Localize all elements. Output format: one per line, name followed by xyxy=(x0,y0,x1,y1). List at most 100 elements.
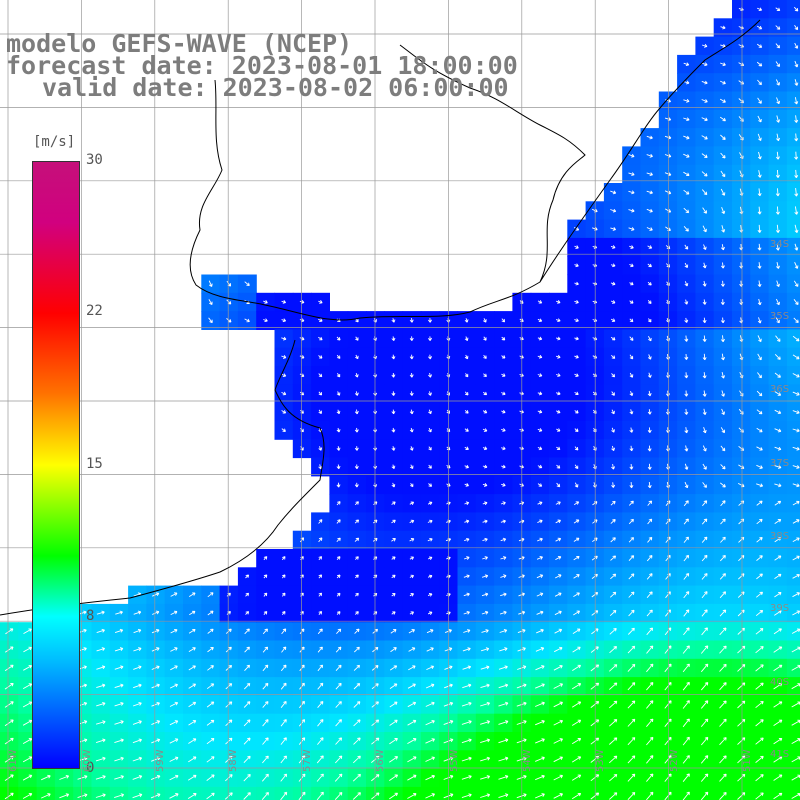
wind-arrow xyxy=(628,172,635,176)
wind-arrow xyxy=(281,373,287,378)
wind-arrow xyxy=(354,537,360,542)
wind-arrow xyxy=(389,701,398,708)
wind-arrow xyxy=(574,428,579,432)
wind-arrow xyxy=(353,646,360,653)
wind-arrow xyxy=(316,755,324,764)
wind-arrow xyxy=(792,391,800,396)
wind-arrow xyxy=(407,701,417,708)
wind-arrow xyxy=(773,792,783,800)
wind-arrow xyxy=(480,756,491,762)
lat-label: 39S xyxy=(770,603,790,614)
wind-arrow xyxy=(647,481,652,489)
wind-arrow xyxy=(792,592,800,598)
wind-arrow xyxy=(281,428,286,432)
wind-arrow xyxy=(684,463,689,470)
wind-arrow xyxy=(553,756,563,763)
wind-arrow xyxy=(188,701,197,708)
wind-arrow xyxy=(701,171,708,177)
wind-arrow xyxy=(627,737,636,746)
wind-arrow xyxy=(610,208,617,213)
wind-arrow xyxy=(720,427,726,434)
wind-arrow xyxy=(500,574,507,579)
wind-arrow xyxy=(281,318,287,323)
wind-arrow xyxy=(537,354,543,359)
wind-arrow xyxy=(281,391,287,396)
lon-label: 61W xyxy=(8,749,19,772)
wind-arrow xyxy=(169,793,179,799)
wind-arrow xyxy=(701,43,708,48)
wind-arrow xyxy=(151,665,160,670)
wind-arrow xyxy=(773,646,783,653)
wind-arrow xyxy=(391,593,396,597)
wind-cell xyxy=(109,786,129,800)
wind-arrow xyxy=(353,719,361,727)
wind-arrow xyxy=(701,80,708,85)
wind-arrow xyxy=(480,683,490,689)
wind-arrow xyxy=(354,391,359,396)
wind-arrow xyxy=(756,483,764,488)
wind-arrow xyxy=(757,79,762,86)
lon-label: 55W xyxy=(449,749,460,772)
lat-label: 41S xyxy=(770,749,790,760)
wind-arrow xyxy=(719,609,727,617)
wind-arrow xyxy=(684,445,689,452)
lon-label: 53W xyxy=(595,749,606,772)
wind-arrow xyxy=(720,445,726,452)
wind-arrow xyxy=(170,665,178,671)
wind-arrow xyxy=(647,263,652,268)
wind-arrow xyxy=(574,464,579,470)
wind-arrow xyxy=(4,774,14,781)
wind-arrow xyxy=(571,792,582,800)
wind-arrow xyxy=(700,645,709,654)
wind-arrow xyxy=(629,336,634,341)
wind-arrow xyxy=(480,720,491,725)
wind-arrow xyxy=(244,628,250,635)
wind-arrow xyxy=(391,318,396,323)
wind-arrow xyxy=(775,243,780,251)
wind-arrow xyxy=(22,792,33,799)
wind-arrow xyxy=(646,627,654,636)
wind-arrow xyxy=(355,336,359,341)
wind-arrow xyxy=(627,645,636,654)
wind-arrow xyxy=(683,207,690,214)
wind-arrow xyxy=(480,647,490,652)
wind-arrow xyxy=(4,719,14,727)
wind-arrow xyxy=(427,537,433,542)
wind-arrow xyxy=(132,738,142,744)
wind-arrow xyxy=(537,483,543,487)
wind-arrow xyxy=(280,700,287,708)
wind-arrow xyxy=(610,227,617,231)
wind-arrow xyxy=(794,97,799,105)
wind-arrow xyxy=(719,737,727,746)
wind-arrow xyxy=(609,755,618,764)
colorbar-tick: 22 xyxy=(86,303,103,319)
wind-arrow xyxy=(647,318,652,323)
wind-arrow xyxy=(555,354,561,359)
wind-arrow xyxy=(208,299,213,305)
wind-arrow xyxy=(794,115,799,123)
wind-arrow xyxy=(244,318,250,323)
wind-arrow xyxy=(700,755,709,764)
wind-arrow xyxy=(207,665,214,671)
wind-arrow xyxy=(537,501,543,506)
wind-arrow xyxy=(756,43,763,48)
wind-arrow xyxy=(95,756,106,762)
wind-arrow xyxy=(755,664,764,672)
wind-arrow xyxy=(776,261,780,269)
wind-arrow xyxy=(719,682,727,691)
wind-arrow xyxy=(682,773,690,782)
wind-arrow xyxy=(774,465,782,469)
wind-arrow xyxy=(409,574,414,579)
wind-arrow xyxy=(318,519,323,524)
wind-arrow xyxy=(391,482,396,488)
wind-arrow xyxy=(720,317,725,324)
wind-arrow xyxy=(720,482,726,488)
wind-arrow xyxy=(720,500,726,507)
wind-cell xyxy=(713,786,733,800)
wind-arrow xyxy=(498,738,509,744)
wind-arrow xyxy=(719,554,726,562)
wind-arrow xyxy=(701,609,708,617)
wind-arrow xyxy=(243,682,251,690)
wind-arrow xyxy=(755,719,764,727)
